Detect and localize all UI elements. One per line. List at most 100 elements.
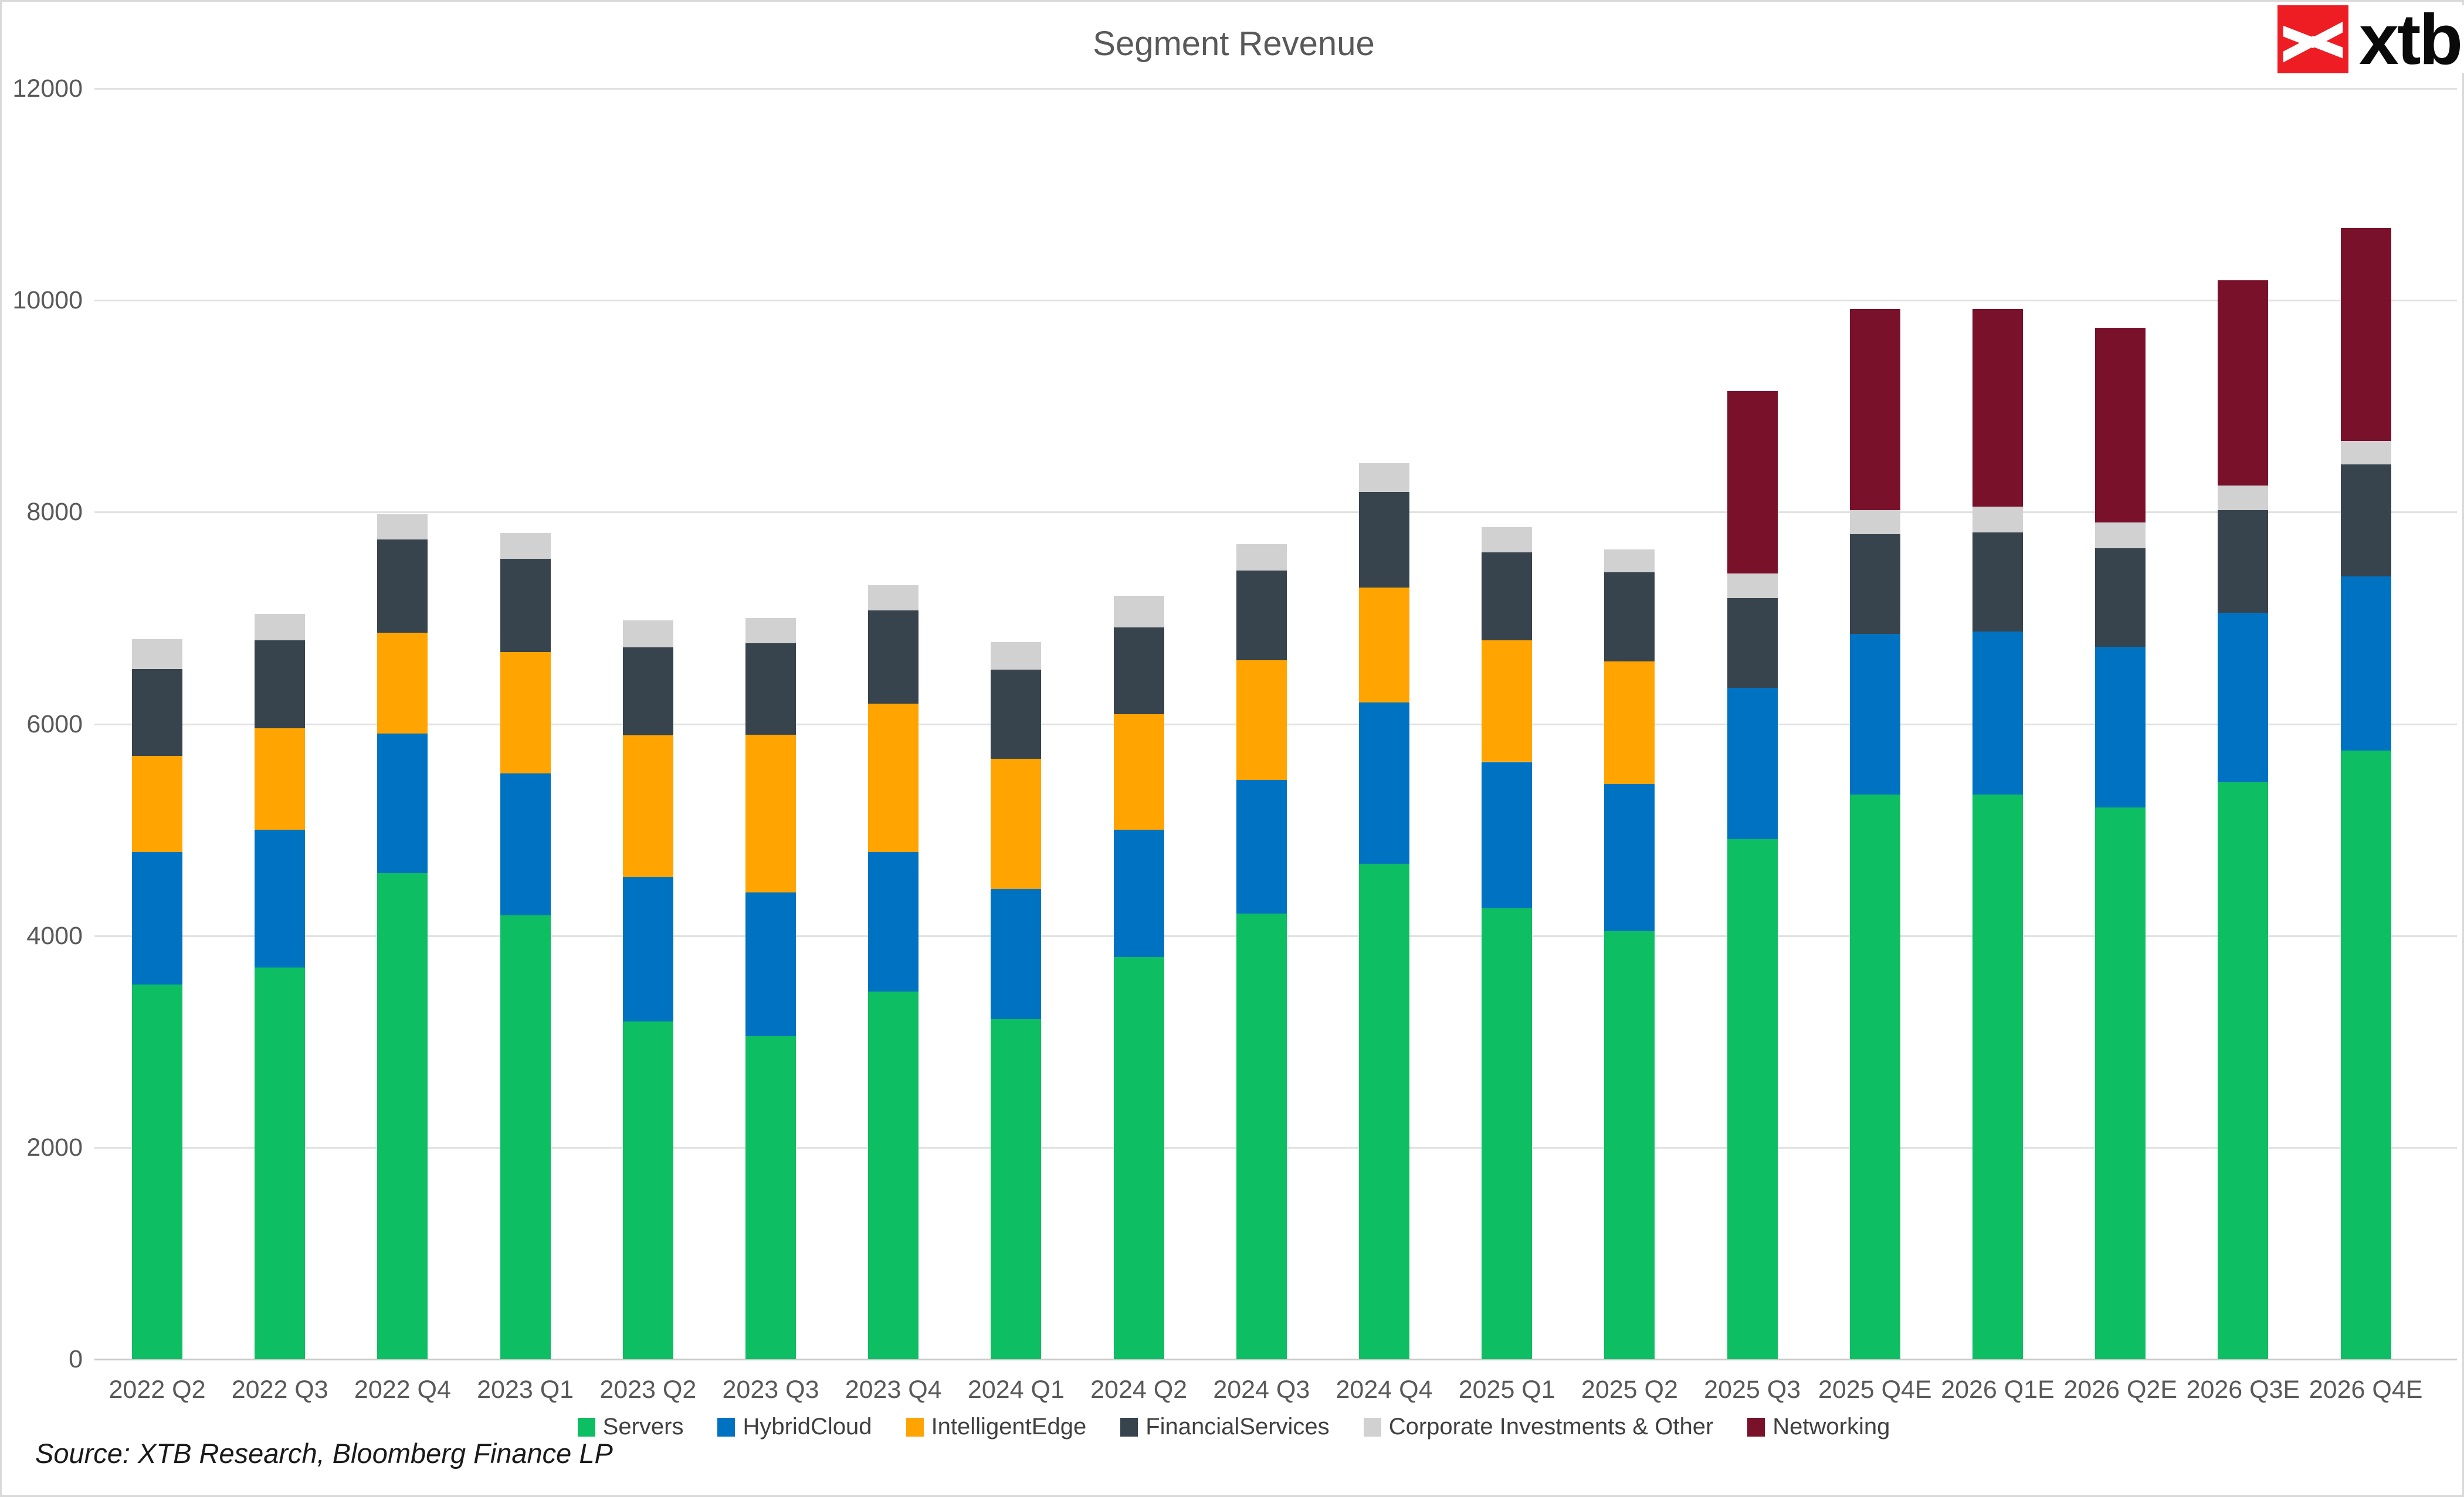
bar-segment-intelligentedge-2023-Q3 [745, 734, 796, 892]
bar-segment-servers-2026-Q4E [2340, 750, 2391, 1359]
legend-item-corporate-investments-other: Corporate Investments & Other [1363, 1414, 1714, 1440]
legend-swatch-icon [1747, 1417, 1765, 1437]
bar-segment-corporate-investments-other-2022-Q3 [255, 613, 306, 640]
y-tick-label: 0 [69, 1345, 83, 1373]
bar-segment-hybridcloud-2025-Q2 [1604, 784, 1655, 932]
bar-segment-servers-2023-Q3 [745, 1036, 796, 1359]
bar-segment-corporate-investments-other-2023-Q4 [868, 585, 919, 611]
bar-segment-networking-2025-Q3 [1727, 391, 1778, 574]
bar-segment-servers-2023-Q2 [622, 1021, 673, 1359]
bar-segment-hybridcloud-2025-Q4E [1849, 634, 1900, 795]
bar-segment-servers-2023-Q4 [868, 992, 919, 1359]
bar-segment-hybridcloud-2023-Q3 [745, 892, 796, 1037]
legend-swatch-icon [717, 1417, 736, 1437]
bar-segment-hybridcloud-2024-Q4 [1359, 702, 1409, 864]
bar-segment-financialservices-2026-Q3E [2218, 510, 2269, 613]
bar-segment-servers-2025-Q3 [1727, 839, 1778, 1359]
legend-item-hybridcloud: HybridCloud [717, 1414, 872, 1440]
xtb-logo-text: xtb [2359, 0, 2463, 79]
bar-segment-financialservices-2025-Q3 [1727, 598, 1778, 688]
bar-segment-financialservices-2022-Q3 [255, 640, 306, 728]
x-tick-label: 2026 Q2E [2063, 1376, 2178, 1404]
y-tick-label: 6000 [26, 710, 83, 738]
x-tick-label: 2025 Q4E [1818, 1376, 1932, 1404]
bar-segment-servers-2026-Q3E [2218, 782, 2269, 1359]
bar-segment-financialservices-2023-Q2 [622, 647, 673, 736]
x-tick-label: 2024 Q1 [967, 1376, 1065, 1404]
bar-segment-networking-2026-Q2E [2095, 328, 2146, 523]
x-tick-label: 2025 Q3 [1704, 1376, 1801, 1404]
xtb-logo-x-icon [2277, 5, 2348, 73]
xtb-logo: xtb [2277, 0, 2464, 79]
x-tick-label: 2026 Q3E [2186, 1376, 2300, 1404]
x-tick-label: 2024 Q4 [1336, 1376, 1433, 1404]
bar-segment-corporate-investments-other-2025-Q4E [1849, 510, 1900, 535]
bar-segment-intelligentedge-2024-Q3 [1236, 660, 1287, 780]
bar-segment-hybridcloud-2024-Q1 [991, 889, 1042, 1020]
bar-segment-servers-2024-Q2 [1113, 956, 1164, 1359]
legend-item-financialservices: FinancialServices [1120, 1414, 1330, 1440]
y-tick-label: 12000 [12, 74, 83, 103]
legend-swatch-icon [1120, 1417, 1138, 1437]
legend-label: HybridCloud [743, 1414, 872, 1440]
bar-segment-hybridcloud-2023-Q2 [622, 877, 673, 1021]
bar-segment-financialservices-2022-Q4 [377, 539, 428, 633]
gridline-10000 [94, 300, 2457, 302]
x-tick-label: 2022 Q2 [109, 1376, 206, 1404]
bar-segment-hybridcloud-2022-Q2 [132, 852, 182, 985]
legend-item-intelligentedge: IntelligentEdge [906, 1414, 1086, 1440]
bar-segment-servers-2025-Q4E [1849, 795, 1900, 1359]
bar-segment-networking-2026-Q4E [2340, 228, 2391, 442]
bar-segment-networking-2026-Q1E [1972, 308, 2023, 507]
source-note: Source: XTB Research, Bloomberg Finance … [35, 1438, 613, 1469]
x-tick-label: 2022 Q3 [231, 1376, 328, 1404]
bar-segment-intelligentedge-2023-Q2 [622, 735, 673, 878]
bar-segment-intelligentedge-2025-Q2 [1604, 661, 1655, 785]
bar-segment-hybridcloud-2026-Q3E [2218, 612, 2269, 782]
bar-segment-networking-2026-Q3E [2218, 280, 2269, 486]
x-tick-label: 2023 Q1 [477, 1376, 574, 1404]
x-tick-label: 2023 Q4 [845, 1376, 942, 1404]
bar-segment-intelligentedge-2024-Q1 [991, 759, 1042, 890]
bar-segment-hybridcloud-2022-Q3 [255, 830, 306, 968]
bar-segment-intelligentedge-2024-Q2 [1113, 714, 1164, 830]
bar-segment-hybridcloud-2026-Q4E [2340, 576, 2391, 751]
bar-segment-servers-2024-Q4 [1359, 863, 1409, 1359]
bar-segment-hybridcloud-2022-Q4 [377, 733, 428, 874]
chart-title: Segment Revenue [1093, 25, 1375, 63]
legend-label: FinancialServices [1145, 1414, 1330, 1440]
bar-segment-intelligentedge-2022-Q2 [132, 755, 182, 852]
bar-segment-financialservices-2023-Q3 [745, 643, 796, 735]
bar-segment-servers-2026-Q2E [2095, 807, 2146, 1359]
legend-swatch-icon [1363, 1417, 1381, 1437]
legend-item-networking: Networking [1747, 1414, 1890, 1440]
x-tick-label: 2025 Q2 [1581, 1376, 1678, 1404]
bar-segment-financialservices-2024-Q2 [1113, 627, 1164, 715]
x-tick-label: 2023 Q2 [599, 1376, 697, 1404]
y-tick-label: 8000 [26, 498, 83, 527]
bar-segment-intelligentedge-2023-Q1 [500, 651, 551, 774]
legend: Servers HybridCloud IntelligentEdge Financi… [2, 1414, 2464, 1440]
x-tick-label: 2024 Q2 [1090, 1376, 1188, 1404]
bar-segment-hybridcloud-2026-Q1E [1972, 632, 2023, 795]
bar-segment-corporate-investments-other-2026-Q1E [1972, 507, 2023, 532]
bar-segment-financialservices-2025-Q1 [1482, 552, 1533, 640]
bar-segment-hybridcloud-2023-Q4 [868, 852, 919, 992]
bar-segment-corporate-investments-other-2022-Q4 [377, 514, 428, 540]
y-tick-label: 4000 [26, 921, 83, 950]
legend-item-servers: Servers [577, 1414, 683, 1440]
bar-segment-financialservices-2025-Q2 [1604, 572, 1655, 661]
legend-swatch-icon [906, 1417, 924, 1437]
legend-swatch-icon [577, 1417, 595, 1437]
bar-segment-corporate-investments-other-2025-Q3 [1727, 573, 1778, 598]
bar-segment-financialservices-2023-Q1 [500, 558, 551, 652]
bar-segment-corporate-investments-other-2024-Q3 [1236, 544, 1287, 571]
bar-segment-financialservices-2023-Q4 [868, 610, 919, 704]
bar-segment-servers-2023-Q1 [500, 915, 551, 1359]
x-tick-label: 2026 Q1E [1941, 1376, 2055, 1404]
legend-label: Corporate Investments & Other [1388, 1414, 1714, 1440]
x-tick-label: 2022 Q4 [354, 1376, 451, 1404]
bar-segment-corporate-investments-other-2025-Q2 [1604, 549, 1655, 573]
bar-segment-hybridcloud-2025-Q3 [1727, 688, 1778, 840]
